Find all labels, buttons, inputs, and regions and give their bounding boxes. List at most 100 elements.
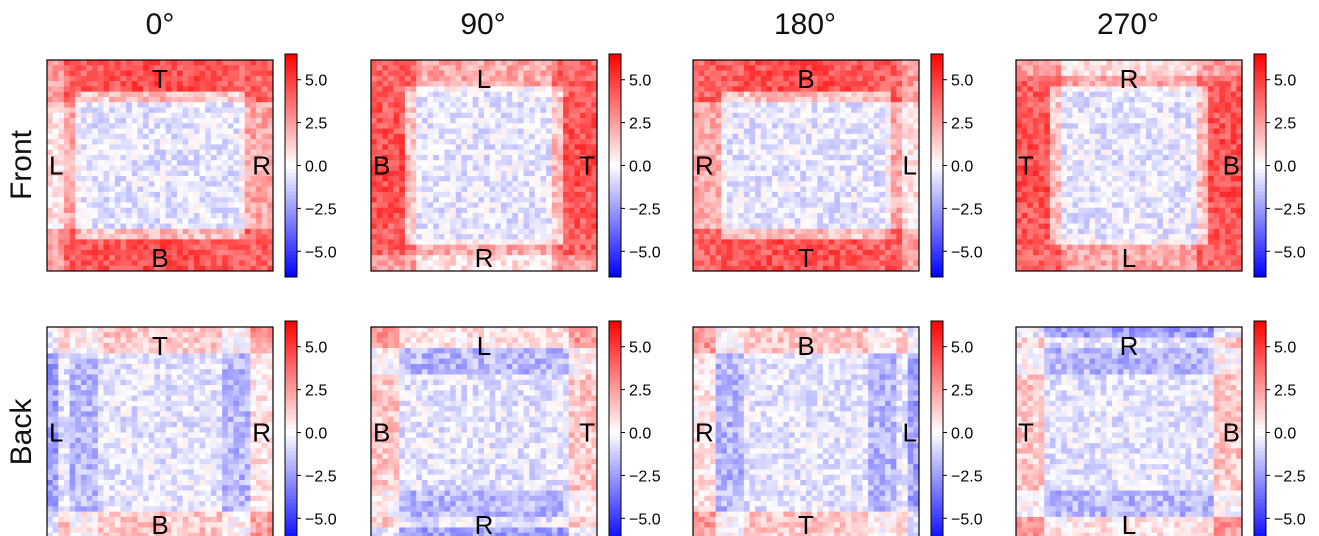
heatmap-cell xyxy=(715,207,722,214)
heatmap-cell xyxy=(546,160,553,166)
heatmap-cell xyxy=(574,75,581,82)
heatmap-cell xyxy=(472,118,479,124)
heatmap-cell xyxy=(540,123,547,129)
heatmap-cell xyxy=(732,170,739,177)
heatmap-cell xyxy=(546,239,553,245)
heatmap-cell xyxy=(467,176,473,182)
heatmap-cell xyxy=(433,265,440,272)
heatmap-cell xyxy=(371,102,377,108)
heatmap-cell xyxy=(704,107,711,114)
heatmap-cell xyxy=(69,244,76,251)
heatmap-cell xyxy=(873,96,880,103)
heatmap-cell xyxy=(557,91,564,98)
heatmap-cell xyxy=(176,86,183,92)
heatmap-cell xyxy=(709,81,716,87)
heatmap-cell xyxy=(760,133,767,140)
heatmap-cell xyxy=(239,239,246,245)
heatmap-cell xyxy=(376,239,383,245)
heatmap-cell xyxy=(58,60,65,66)
heatmap-cell xyxy=(500,128,507,135)
heatmap-cell xyxy=(585,260,592,267)
heatmap-cell xyxy=(455,244,462,251)
heatmap-cell xyxy=(193,176,200,182)
heatmap-cell xyxy=(879,212,886,219)
heatmap-cell xyxy=(376,191,383,198)
heatmap-cell xyxy=(902,239,908,245)
heatmap-cell xyxy=(75,139,82,145)
heatmap-cell xyxy=(371,212,377,219)
heatmap-cell xyxy=(227,265,234,272)
heatmap-cell xyxy=(789,81,795,87)
colorbar-segment xyxy=(285,106,297,111)
heatmap-cell xyxy=(478,133,485,140)
heatmap-cell xyxy=(489,228,496,235)
heatmap-cell xyxy=(563,65,570,71)
heatmap-cell xyxy=(80,139,87,145)
heatmap-cell xyxy=(551,249,558,256)
heatmap-cell xyxy=(137,144,144,150)
heatmap-cell xyxy=(557,75,564,82)
heatmap-cell xyxy=(86,60,93,66)
heatmap-cell xyxy=(421,176,428,182)
heatmap-cell xyxy=(467,260,473,267)
heatmap-cell xyxy=(755,81,762,87)
heatmap-cell xyxy=(154,191,161,198)
heatmap-cell xyxy=(467,139,473,145)
heatmap-cell xyxy=(103,107,110,114)
heatmap-cell xyxy=(828,265,835,272)
heatmap-cell xyxy=(387,107,394,114)
heatmap-cell xyxy=(896,96,903,103)
heatmap-cell xyxy=(529,128,536,135)
heatmap-cell xyxy=(817,91,824,98)
heatmap-cell xyxy=(704,118,711,124)
colorbar-segment xyxy=(285,102,297,107)
heatmap-cell xyxy=(404,165,411,172)
heatmap-cell xyxy=(376,176,383,182)
heatmap-cell xyxy=(114,212,121,219)
heatmap-cell xyxy=(517,91,524,98)
heatmap-cell xyxy=(461,223,468,230)
heatmap-cell xyxy=(216,60,223,66)
heatmap-cell xyxy=(879,207,886,214)
heatmap-cell xyxy=(495,81,502,87)
heatmap-cell xyxy=(839,128,846,135)
heatmap-cell xyxy=(222,181,229,187)
heatmap-cell xyxy=(568,91,575,98)
heatmap-cell xyxy=(574,244,581,251)
heatmap-cell xyxy=(165,170,172,177)
heatmap-cell xyxy=(913,218,920,224)
heatmap-cell xyxy=(506,133,513,140)
heatmap-cell xyxy=(585,96,592,103)
heatmap-cell xyxy=(199,239,206,245)
heatmap-cell xyxy=(743,218,750,224)
heatmap-cell xyxy=(534,181,541,187)
heatmap-cell xyxy=(534,102,541,108)
heatmap-cell xyxy=(523,91,530,98)
heatmap-cell xyxy=(913,60,920,66)
heatmap-cell xyxy=(433,144,440,150)
heatmap-cell xyxy=(182,149,189,156)
heatmap-cell xyxy=(450,107,457,114)
heatmap-cell xyxy=(709,181,716,187)
heatmap-cell xyxy=(551,107,558,114)
heatmap-cell xyxy=(800,218,807,224)
heatmap-cell xyxy=(495,202,502,209)
heatmap-cell xyxy=(834,139,841,145)
heatmap-cell xyxy=(176,244,183,251)
heatmap-cell xyxy=(772,234,779,240)
heatmap-cell xyxy=(444,160,451,166)
heatmap-cell xyxy=(410,65,417,71)
heatmap-cell xyxy=(154,128,161,135)
heatmap-cell xyxy=(789,255,795,261)
heatmap-cell xyxy=(896,244,903,251)
heatmap-cell xyxy=(261,102,268,108)
heatmap-cell xyxy=(890,249,897,256)
heatmap-cell xyxy=(188,144,195,150)
heatmap-cell xyxy=(114,112,121,119)
heatmap-cell xyxy=(732,181,739,187)
heatmap-cell xyxy=(885,123,892,129)
heatmap-cell xyxy=(534,197,541,203)
heatmap-cell xyxy=(755,265,762,272)
heatmap-cell xyxy=(233,139,240,145)
heatmap-cell xyxy=(738,96,745,103)
